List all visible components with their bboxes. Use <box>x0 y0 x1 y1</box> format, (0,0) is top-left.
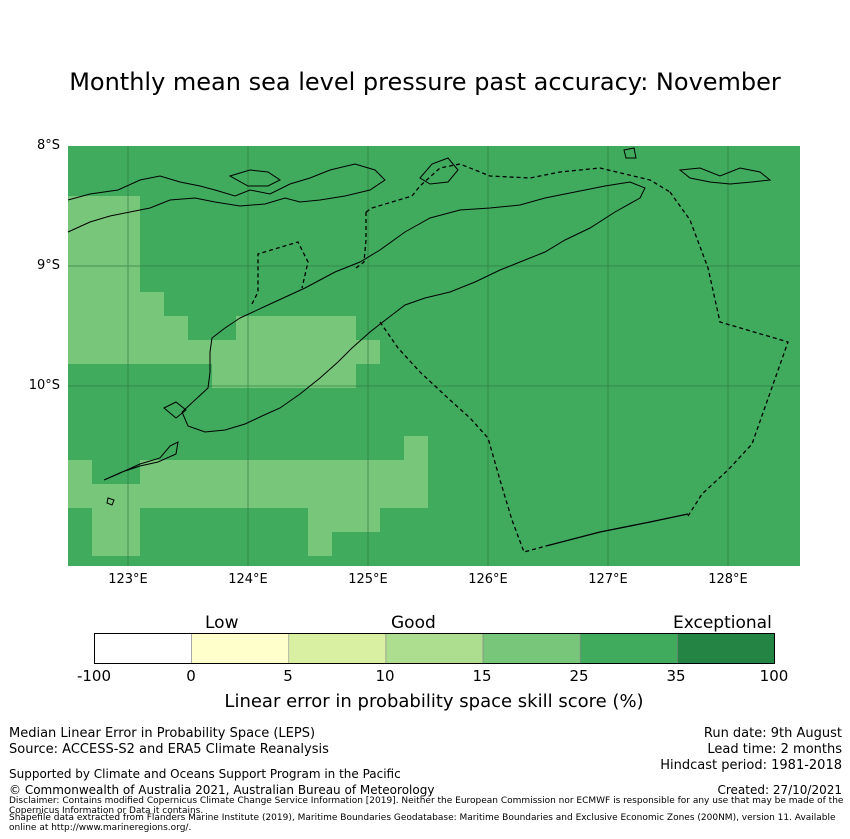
island-north-2 <box>419 157 459 185</box>
category-exceptional: Exceptional <box>673 613 772 633</box>
footer-shapefile: Shapefile data extracted from Flanders M… <box>9 813 836 833</box>
colorbar-swatch <box>288 633 387 664</box>
eez-south <box>379 321 547 553</box>
eez-north <box>365 163 671 213</box>
footer-hindcast: Hindcast period: 1981-2018 <box>660 758 842 773</box>
colorbar-tick-10: 10 <box>375 667 395 685</box>
eez-east <box>669 191 789 517</box>
colorbar-swatch <box>94 633 192 664</box>
colorbar-tick-100: 100 <box>759 667 789 685</box>
eez-west <box>355 212 367 269</box>
colorbar-frame <box>94 633 775 664</box>
gridlines <box>68 146 800 566</box>
lon-label-125e: 125°E <box>348 572 388 587</box>
colorbar-swatches <box>94 633 775 664</box>
category-good: Good <box>391 613 436 633</box>
lat-label-10s: 10°S <box>28 378 60 393</box>
colorbar-tick-15: 15 <box>472 667 492 685</box>
footer-leps: Median Linear Error in Probability Space… <box>9 726 316 741</box>
light-cells-west <box>68 196 380 388</box>
lon-label-124e: 124°E <box>228 572 268 587</box>
island-north-1 <box>228 169 281 187</box>
map-title: Monthly mean sea level pressure past acc… <box>69 68 781 96</box>
footer-copyright: © Commonwealth of Australia 2021, Austra… <box>9 783 435 797</box>
island-small-1 <box>163 401 187 419</box>
colorbar-swatch <box>191 633 290 664</box>
footer-run-date: Run date: 9th August <box>703 726 842 741</box>
footer-created: Created: 27/10/2021 <box>717 783 842 797</box>
footer-supported: Supported by Climate and Oceans Support … <box>9 767 401 781</box>
footer-disclaimer: Disclaimer: Contains modified Copernicus… <box>9 796 844 816</box>
lon-label-123e: 123°E <box>108 572 148 587</box>
eez-oecusse <box>251 241 309 305</box>
colorbar-swatch <box>385 633 484 664</box>
flores-coastline <box>67 163 386 233</box>
colorbar-tick-25: 25 <box>569 667 589 685</box>
colorbar-tick-0: 0 <box>186 667 196 685</box>
island-north-3 <box>623 147 637 159</box>
eez-southeast-solid <box>545 513 689 547</box>
lon-label-126e: 126°E <box>468 572 508 587</box>
lat-label-9s: 9°S <box>36 258 60 273</box>
eez-boundaries <box>251 163 789 553</box>
footer-lead-time: Lead time: 2 months <box>707 742 842 757</box>
colorbar-title: Linear error in probability space skill … <box>224 691 644 712</box>
lat-label-8s: 8°S <box>36 138 60 153</box>
coastlines <box>67 147 772 506</box>
footer-source: Source: ACCESS-S2 and ERA5 Climate Reana… <box>9 742 329 757</box>
colorbar-tick-35: 35 <box>666 667 686 685</box>
timor-coastline <box>181 181 646 433</box>
sumba-island <box>103 441 179 481</box>
island-small-2 <box>106 497 115 506</box>
colorbar-tick-5: 5 <box>283 667 293 685</box>
island-northeast <box>678 167 772 185</box>
lon-label-127e: 127°E <box>588 572 628 587</box>
category-low: Low <box>205 613 239 633</box>
colorbar-tick-minus100: -100 <box>76 667 112 685</box>
colorbar-swatch <box>482 633 581 664</box>
colorbar-swatch <box>677 633 775 664</box>
colorbar-swatch <box>579 633 678 664</box>
lon-label-128e: 128°E <box>708 572 748 587</box>
